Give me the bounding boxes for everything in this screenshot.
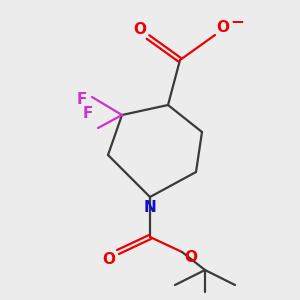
Text: O: O bbox=[184, 250, 197, 265]
Text: O: O bbox=[217, 20, 230, 34]
Text: N: N bbox=[144, 200, 156, 214]
Text: −: − bbox=[230, 12, 244, 30]
Text: O: O bbox=[134, 22, 146, 37]
Text: O: O bbox=[103, 251, 116, 266]
Text: F: F bbox=[77, 92, 87, 107]
Text: F: F bbox=[83, 106, 93, 121]
